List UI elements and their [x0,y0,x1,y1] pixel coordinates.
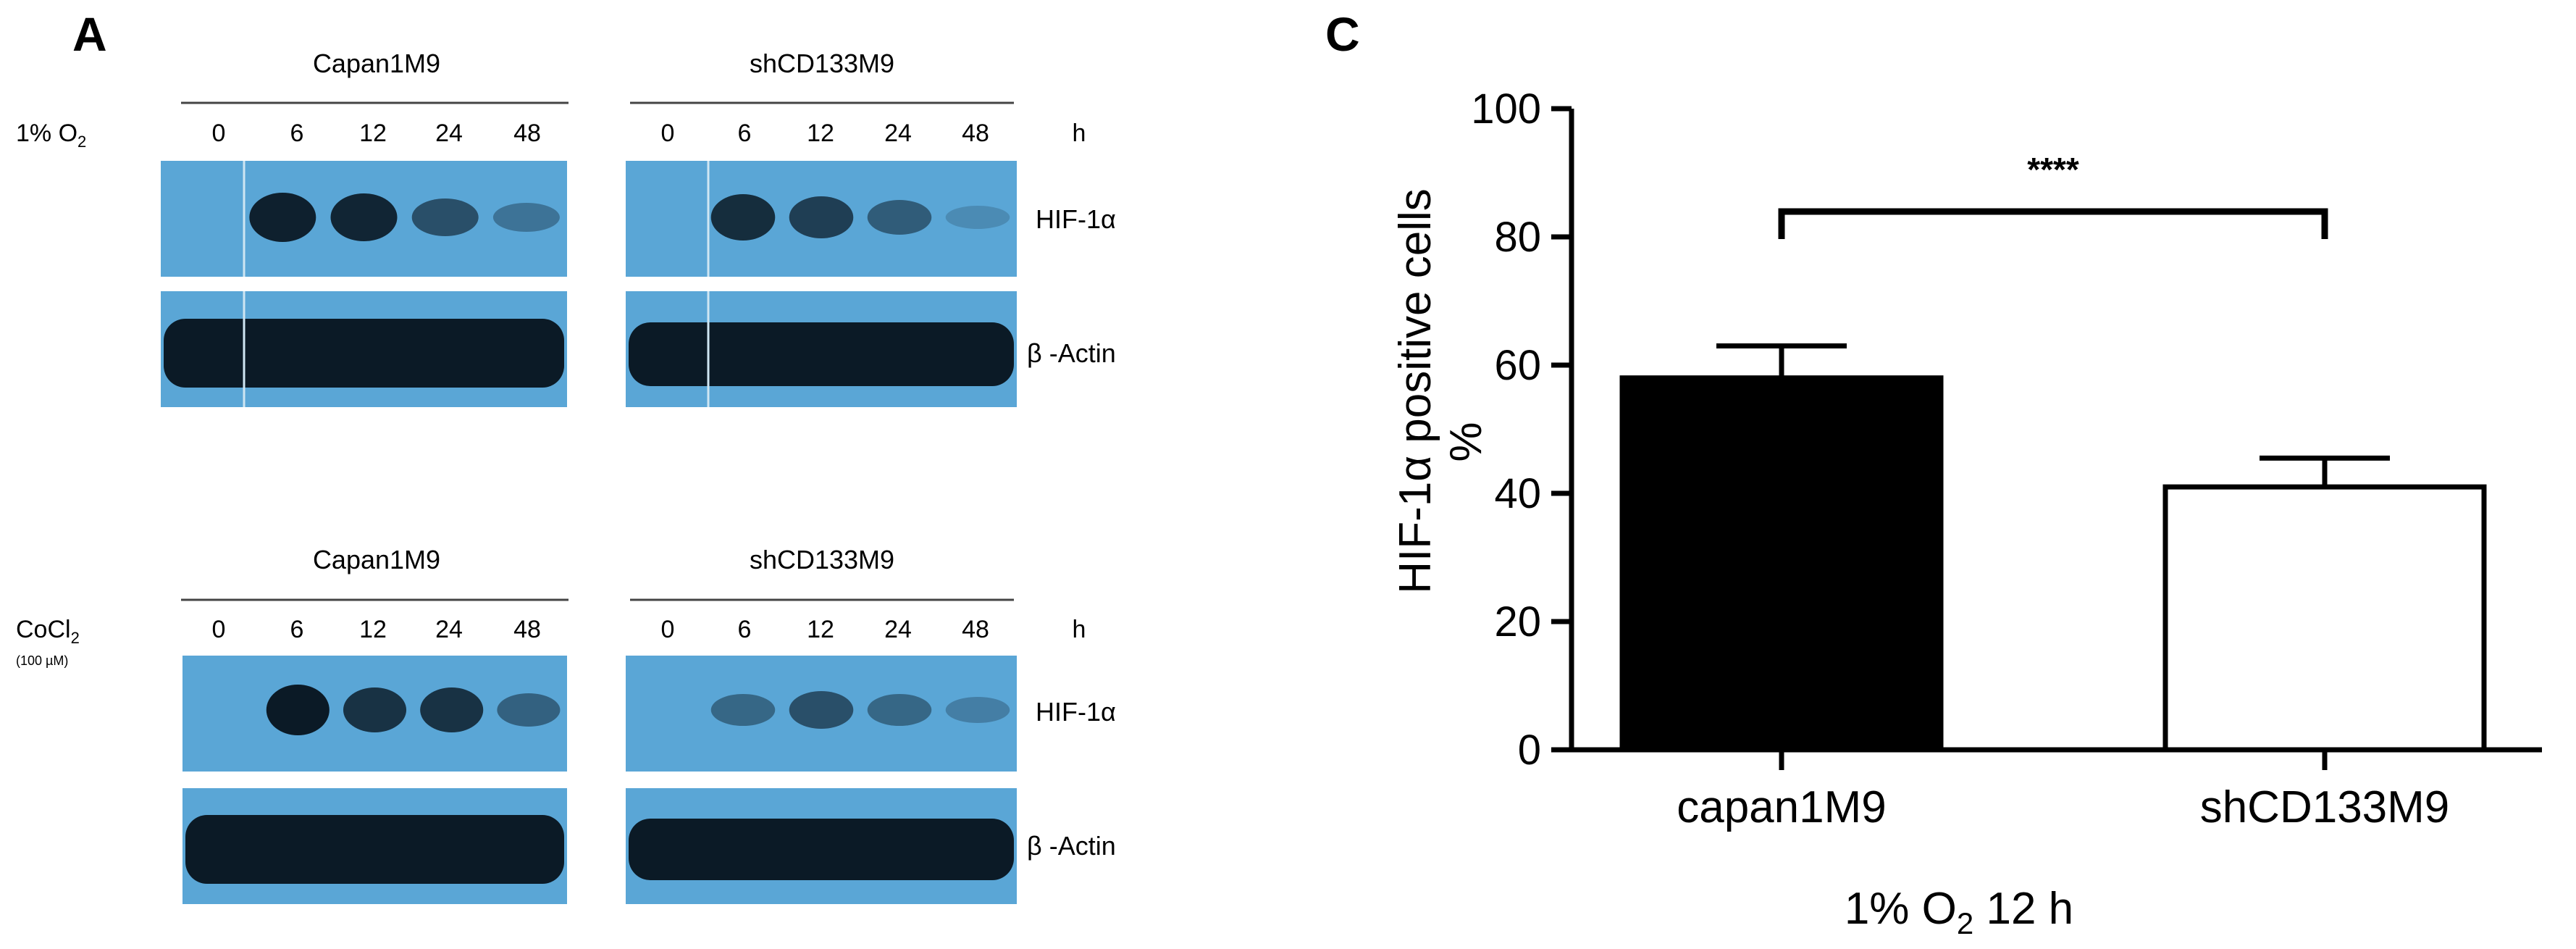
hif-bands [710,691,1010,729]
hif-band [420,687,484,732]
band-label-hif: HIF-1α [1036,204,1116,234]
significance-bracket [1778,208,2328,239]
group-title: shCD133M9 [750,49,894,78]
hif-bands [710,194,1010,241]
hif-band [710,694,776,726]
lane-label: 48 [962,616,989,643]
lane-label: 12 [807,616,834,643]
panel-c-bar-chart: C HIF-1α positive cells % 0 20 40 60 80 100 c… [1325,7,2542,940]
lane-label: 0 [661,616,675,643]
x-tick-label: capan1M9 [1677,782,1887,832]
hif-band [266,685,330,735]
lane-label: 6 [738,616,752,643]
lane-label: 48 [962,120,989,147]
bars [1619,343,2487,753]
actin-band [164,319,564,388]
x-axis-label: 1% O2 12 h [1845,884,2073,940]
group-title: shCD133M9 [750,545,894,574]
hif-band [492,203,560,232]
lane-label: 0 [661,120,675,147]
lane-label: 0 [212,120,226,147]
lane-label: 12 [359,616,387,643]
y-tick-label: 80 [1494,214,1541,261]
group-title: Capan1M9 [313,49,440,78]
hif-bands [249,193,560,242]
lane-label: 6 [738,120,752,147]
group-title: Capan1M9 [313,545,440,574]
y-tick-label: 40 [1494,470,1541,517]
lane-label: 6 [290,616,304,643]
bar-shCD133M9 [2162,484,2487,753]
lane-label: 6 [290,120,304,147]
band-label-hif: HIF-1α [1036,697,1116,727]
lane-label: 48 [513,120,541,147]
panel-a-western-blots: A 1% O2 Capan1M9 0 6 12 24 48 shCD133M9 … [16,7,1116,904]
actin-band [185,815,564,884]
x-axis: capan1M9 shCD133M9 [1572,747,2542,832]
y-tick-label: 60 [1494,342,1541,389]
lane-label: 12 [807,120,834,147]
significance-stars: **** [2027,151,2079,188]
y-axis-unit: % [1441,422,1491,461]
y-tick-label: 0 [1518,727,1541,774]
condition-note: (100 µM) [16,653,68,668]
lane-label: 48 [513,616,541,643]
condition-label: 1% O2 [16,120,86,151]
actin-band [629,819,1014,880]
hif-band [945,697,1010,723]
hif-band [945,206,1010,229]
y-axis-label: HIF-1α positive cells [1390,188,1440,594]
band-label-actin: β -Actin [1027,338,1116,368]
hif-band [411,198,479,236]
time-unit-label: h [1073,120,1086,147]
y-tick-label: 100 [1471,85,1541,133]
hif-bands [266,685,561,735]
hif-band [867,200,932,235]
blot-block-hypoxia: 1% O2 Capan1M9 0 6 12 24 48 shCD133M9 0 … [16,49,1116,407]
hif-band [710,194,776,241]
y-axis: 0 20 40 60 80 100 [1471,85,1574,774]
hif-band [343,687,407,732]
lane-label: 24 [435,120,463,147]
bar-capan1M9 [1619,375,1944,753]
lane-label: 24 [884,120,912,147]
hif-band [867,694,932,726]
lane-label: 0 [212,616,226,643]
condition-label: CoCl2 [16,616,80,647]
hif-band [249,193,316,242]
y-tick-label: 20 [1494,598,1541,645]
lane-label: 24 [435,616,463,643]
x-tick-label: shCD133M9 [2200,782,2450,832]
significance-annotation: **** [1778,151,2328,239]
band-label-actin: β -Actin [1027,831,1116,861]
actin-band [629,322,1014,386]
panel-a-letter: A [72,7,107,61]
panel-c-letter: C [1325,7,1360,61]
hif-band [789,196,854,238]
blot-block-cocl2: CoCl2 (100 µM) Capan1M9 0 6 12 24 48 shC… [16,545,1116,904]
lane-label: 12 [359,120,387,147]
hif-band [497,693,561,727]
hif-band [330,193,398,241]
lane-label: 24 [884,616,912,643]
time-unit-label: h [1073,616,1086,643]
hif-band [789,691,854,729]
